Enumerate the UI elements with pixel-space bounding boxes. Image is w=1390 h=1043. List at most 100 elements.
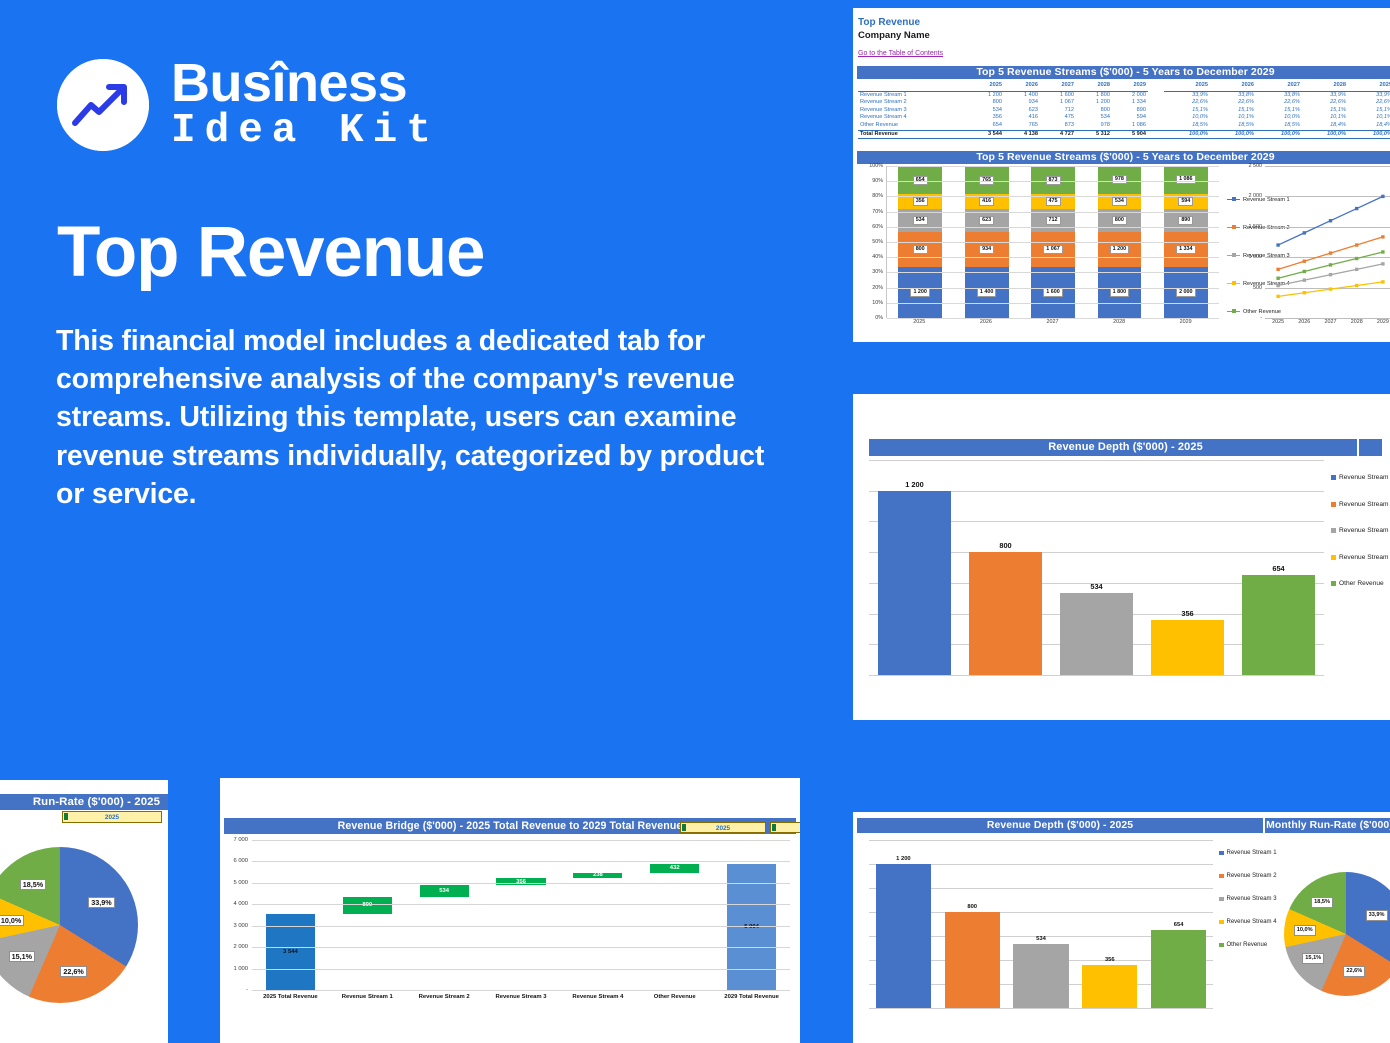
- stacked-bar-segment: 416: [964, 194, 1009, 210]
- data-label: 800: [362, 902, 373, 909]
- monthly-run-rate-title: Run-Rate ($'000) - 2025: [32, 796, 160, 808]
- data-label: 534: [912, 216, 928, 226]
- bridge-year-to-dropdown[interactable]: 2029: [770, 822, 800, 833]
- stacked-bar-segment: 800: [898, 232, 943, 267]
- data-label: 873: [1045, 175, 1061, 185]
- gridline: [887, 242, 1219, 243]
- gridline: [869, 840, 1213, 841]
- waterfall-bar: 3 544: [265, 914, 316, 990]
- data-label: 356: [516, 878, 526, 885]
- br-revenue-depth-title: Revenue Depth ($'000) - 2025: [986, 820, 1134, 831]
- table-row: Other Revenue 654 765 873 978 1 086 18,5% 18,5%…: [860, 121, 1390, 128]
- gridline: [252, 990, 790, 991]
- waterfall-plot: 3 544 800 534 356 238 432 5 904: [252, 840, 790, 991]
- waterfall-bar: 534: [419, 885, 469, 897]
- waterfall-column: 534: [406, 840, 483, 990]
- gridline: [869, 460, 1324, 461]
- y-tick-label: 90%: [872, 178, 883, 185]
- bar-column: 800: [960, 460, 1051, 675]
- data-label: 475: [1045, 197, 1061, 207]
- brand-logo: Busîness Idea Kit: [57, 56, 440, 154]
- x-tick-label: 2027: [1324, 319, 1337, 325]
- legend-item: Revenue Stream 1: [1227, 186, 1290, 213]
- gridline: [869, 552, 1324, 554]
- table-of-contents-link[interactable]: Go to the Table of Contents: [858, 49, 944, 57]
- data-label: 5 904: [744, 923, 759, 930]
- line-chart-plot: [1265, 166, 1390, 319]
- pie-slice-label: 15,1%: [1302, 953, 1325, 965]
- sheet-title: Top Revenue: [858, 17, 921, 28]
- legend-swatch: [1219, 942, 1224, 948]
- data-label: 1 334: [1176, 244, 1196, 254]
- stacked-bar-segment: 1 200: [898, 266, 943, 318]
- y-tick-label: 2 500: [1248, 163, 1263, 169]
- bridge-year-from-dropdown[interactable]: 2025: [680, 822, 766, 833]
- bar-column: 534: [1007, 840, 1076, 1008]
- pie-slice-label: 15,1%: [8, 950, 36, 962]
- legend-item: Other Revenue: [1331, 580, 1390, 587]
- x-tick-label: Revenue Stream 3: [495, 994, 547, 1000]
- data-label: 356: [1181, 609, 1194, 619]
- stacked-bar-segment: 1 067: [1031, 232, 1075, 267]
- y-tick-label: 60%: [872, 223, 883, 230]
- stacked-bar-segment: 873: [1031, 166, 1075, 195]
- legend-line-icon: [1227, 225, 1240, 230]
- y-tick-label: 70%: [872, 208, 883, 215]
- bar: [1151, 620, 1224, 675]
- pie-slice-label: 18,5%: [1311, 896, 1333, 908]
- stacked-bar-segment: 475: [1031, 194, 1075, 210]
- data-label: 2 000: [1176, 287, 1196, 297]
- bar-column: 356: [1075, 840, 1144, 1008]
- data-label: 654: [1272, 563, 1285, 573]
- waterfall-bar: 800: [342, 896, 392, 915]
- y-tick-label: 4 000: [233, 901, 248, 908]
- gridline: [887, 196, 1219, 198]
- x-tick-label: 2025 Total Revenue: [263, 994, 318, 1000]
- data-label: 1 067: [1043, 244, 1063, 254]
- banner-divider-2: [1263, 818, 1265, 833]
- gridline: [252, 968, 790, 970]
- data-label: 1 200: [896, 856, 911, 862]
- y-tick-label: 0%: [875, 315, 883, 321]
- stacked-bar-segment: 356: [898, 194, 943, 210]
- y-tick-label: 1 500: [1248, 223, 1263, 230]
- waterfall-column: 356: [483, 840, 560, 990]
- data-label: 238: [592, 872, 603, 879]
- col-header-year: 2025: [968, 82, 1004, 92]
- data-label: 534: [1111, 197, 1127, 207]
- stacked-bar-segment: 623: [964, 209, 1009, 233]
- bar: [1060, 593, 1133, 675]
- stacked-bar-segment: 978: [1097, 166, 1142, 194]
- legend-label: Other Revenue: [1226, 942, 1268, 948]
- br-revenue-depth-plot: 1 200 800 534 356 654: [869, 840, 1213, 1009]
- stacked-bar-segment: 2 000: [1163, 266, 1208, 318]
- legend-label: Revenue Stream 3: [1243, 252, 1290, 259]
- y-tick-label: 7 000: [233, 837, 248, 843]
- data-label: 1 600: [1043, 287, 1063, 297]
- logo-wordmark-secondary: Idea Kit: [171, 107, 440, 154]
- bar: [1082, 965, 1138, 1008]
- stacked-bar-segment: 1 800: [1097, 266, 1142, 318]
- legend-item: Revenue Stream 3: [1227, 242, 1290, 269]
- monthly-run-rate-card-left: Run-Rate ($'000) - 2025 2025 33,9% 22,6% 1…: [0, 780, 168, 1043]
- gridline: [869, 675, 1324, 676]
- waterfall-bar: 356: [496, 877, 546, 886]
- legend-line-icon: [1227, 197, 1240, 202]
- gridline: [887, 287, 1219, 289]
- promo-description: This financial model includes a dedicate…: [56, 325, 765, 510]
- legend-item: Revenue Stream 4: [1331, 554, 1390, 561]
- data-label: 978: [1111, 175, 1127, 185]
- bar-column: 534: [1051, 460, 1142, 675]
- year-selector-dropdown[interactable]: 2025: [62, 811, 162, 823]
- gridline: [1265, 166, 1390, 167]
- gridline: [887, 302, 1219, 304]
- gridline: [869, 912, 1213, 913]
- x-tick-label: Revenue Stream 4: [572, 994, 624, 1000]
- col-header-year: 2026: [1004, 82, 1040, 92]
- y-tick-label: 30%: [872, 269, 883, 276]
- data-label: 800: [967, 904, 978, 910]
- stacked-bar-segment: 1 086: [1163, 166, 1208, 194]
- data-label: 594: [1178, 197, 1194, 207]
- gridline: [252, 925, 790, 927]
- x-tick-label: Other Revenue: [653, 994, 696, 1000]
